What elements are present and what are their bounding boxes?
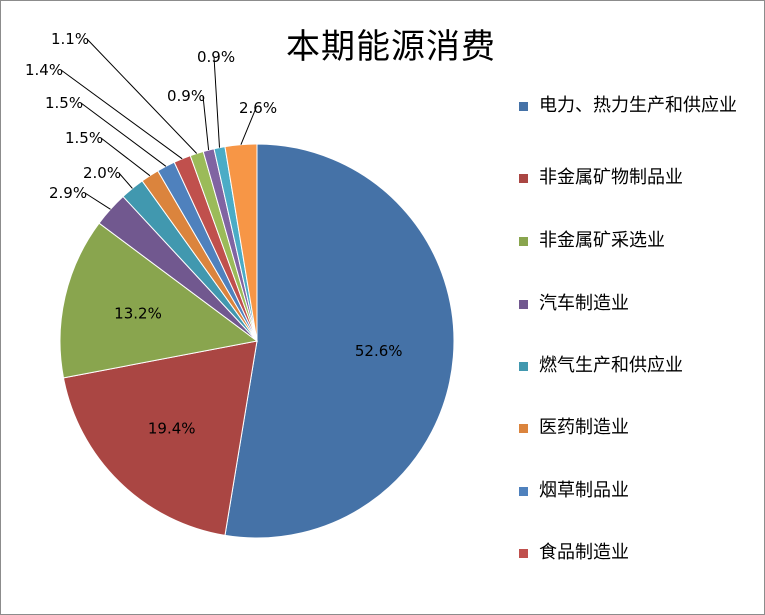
data-label: 13.2%: [114, 305, 162, 323]
leader-line: [86, 38, 198, 154]
leader-line: [80, 102, 167, 167]
leader-line: [240, 107, 257, 145]
data-label: 19.4%: [148, 419, 196, 437]
legend-swatch: [519, 424, 528, 433]
data-label: 1.5%: [65, 129, 103, 147]
data-label: 2.6%: [239, 99, 277, 117]
legend-swatch: [519, 549, 528, 558]
leader-line: [100, 137, 151, 177]
pie-slice: [224, 143, 455, 539]
legend-swatch: [519, 174, 528, 183]
data-label: 1.1%: [51, 30, 89, 48]
data-label: 2.9%: [49, 184, 87, 202]
legend-label: 医药制造业: [539, 417, 629, 438]
legend-item: 非金属矿采选业: [519, 228, 759, 254]
legend-label: 燃气生产和供应业: [539, 355, 683, 376]
chart-title: 本期能源消费: [286, 27, 496, 67]
leader-line: [118, 172, 133, 189]
data-label: 1.4%: [25, 61, 63, 79]
leader-line: [60, 69, 183, 160]
leader-line: [84, 192, 111, 210]
legend-item: 医药制造业: [519, 415, 759, 441]
legend-label: 汽车制造业: [539, 293, 629, 314]
data-label: 0.9%: [197, 48, 235, 66]
legend-item: 电力、热力生产和供应业: [519, 93, 759, 119]
legend-swatch: [519, 300, 528, 309]
data-label: 1.5%: [45, 94, 83, 112]
legend-item: 燃气生产和供应业: [519, 353, 759, 379]
data-label: 0.9%: [167, 87, 205, 105]
leader-line: [213, 56, 220, 148]
legend-item: 非金属矿物制品业: [519, 165, 759, 191]
legend-swatch: [519, 487, 528, 496]
legend-swatch: [519, 102, 528, 111]
legend-item: 汽车制造业: [519, 291, 759, 317]
legend-label: 烟草制品业: [539, 480, 629, 501]
pie-slice: [59, 222, 259, 379]
legend-label: 食品制造业: [539, 542, 629, 563]
legend-swatch: [519, 237, 528, 246]
data-label: 52.6%: [355, 342, 403, 360]
legend-label: 非金属矿物制品业: [539, 167, 683, 188]
leader-line: [202, 95, 210, 151]
legend-label: 电力、热力生产和供应业: [539, 95, 737, 116]
data-label: 2.0%: [83, 164, 121, 182]
legend-swatch: [519, 362, 528, 371]
legend-label: 非金属矿采选业: [539, 230, 665, 251]
legend-item: 食品制造业: [519, 540, 759, 566]
pie-slice: [62, 340, 258, 536]
legend-item: 烟草制品业: [519, 478, 759, 504]
